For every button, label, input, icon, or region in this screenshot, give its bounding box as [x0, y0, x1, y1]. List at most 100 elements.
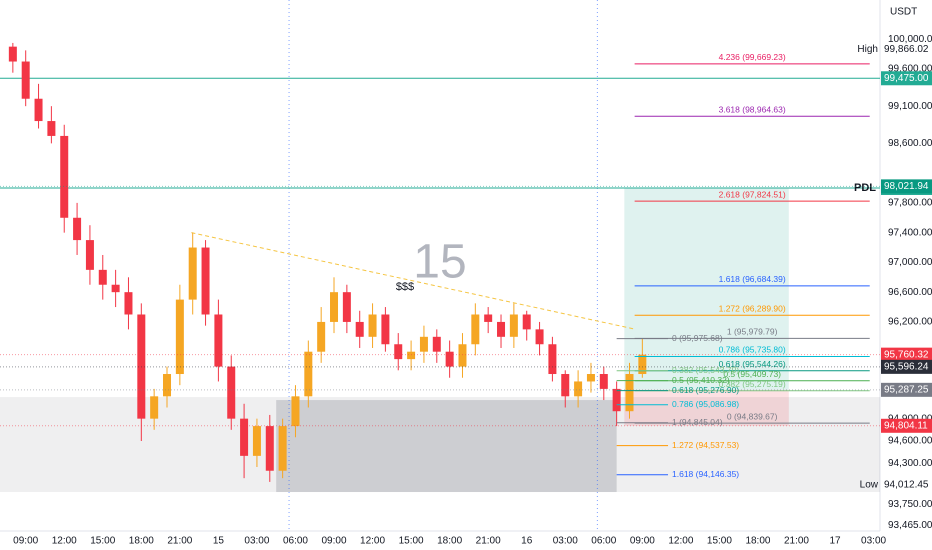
candle-body: [574, 381, 583, 397]
candle-body: [175, 299, 184, 375]
fib-label: 2.618 (97,824.51): [719, 189, 786, 199]
candle-body: [509, 314, 518, 337]
x-tick-label: 03:00: [244, 536, 269, 547]
candle-body: [150, 396, 159, 419]
extreme-name: Low: [860, 479, 879, 490]
y-tick-label: 98,600.00: [888, 138, 932, 149]
zone: [0, 397, 880, 493]
x-tick-label: 12:00: [668, 536, 693, 547]
price-badge: [881, 359, 932, 374]
y-tick-label: 97,800.00: [888, 198, 932, 209]
y-tick-label: 99,100.00: [888, 101, 932, 112]
candle-body: [73, 217, 82, 241]
x-tick-label: 16: [521, 536, 533, 547]
candle-body: [60, 135, 69, 218]
x-tick-label: 15:00: [399, 536, 424, 547]
candle-body: [535, 329, 544, 345]
candle-body: [355, 321, 364, 337]
candle-body: [111, 284, 120, 293]
candle-body: [342, 292, 351, 322]
candle-body: [304, 351, 313, 397]
candle-body: [85, 240, 94, 270]
fib-label: 3.618 (98,964.63): [719, 104, 786, 114]
candle-body: [561, 374, 570, 397]
y-tick-label: 100,000.00: [888, 34, 932, 45]
line-name: PDL: [854, 182, 876, 194]
x-tick-label: 06:00: [591, 536, 616, 547]
y-tick-label: 96,200.00: [888, 317, 932, 328]
fib-label: 1.272 (94,537.53): [672, 440, 739, 450]
fib-label: 0 (94,839.67): [727, 411, 778, 421]
x-tick-label: 03:00: [861, 536, 886, 547]
candle-body: [201, 247, 210, 315]
candle-body: [548, 344, 557, 375]
candle-body: [240, 418, 249, 456]
x-tick-label: 03:00: [553, 536, 578, 547]
candle-body: [625, 374, 634, 412]
fib-label: 1.618 (94,146.35): [672, 469, 739, 479]
zone: [276, 400, 617, 493]
fib-label: 1.272 (96,289.90): [719, 303, 786, 313]
candle-body: [445, 351, 454, 367]
candle-body: [34, 98, 43, 122]
candle-body: [471, 314, 480, 345]
candle-body: [330, 292, 339, 322]
extreme-label: 94,012.45: [884, 479, 929, 490]
y-tick-label: 93,465.00: [888, 520, 932, 531]
fib-label: 0.382 (95,275.19): [719, 379, 786, 389]
x-tick-label: 18:00: [437, 536, 462, 547]
candle-body: [638, 354, 647, 375]
y-tick-label: 93,750.00: [888, 499, 932, 510]
fib-label: 0.382 (95,543.70): [672, 365, 739, 375]
price-badge-label: 95,760.32: [884, 349, 929, 360]
x-tick-label: 15:00: [90, 536, 115, 547]
fib-label: 1 (94,845.04): [672, 417, 723, 427]
x-tick-label: 18:00: [129, 536, 154, 547]
y-tick-label: 99,600.00: [888, 64, 932, 75]
currency: USDT: [890, 7, 917, 18]
candle-body: [227, 366, 236, 419]
fib-label: 4.236 (99,669.23): [719, 52, 786, 62]
y-tick-label: 97,000.00: [888, 257, 932, 268]
fib-label: 0.618 (95,544.26): [719, 359, 786, 369]
price-badge-label: 98,021.94: [884, 181, 929, 192]
x-tick-label: 12:00: [360, 536, 385, 547]
x-tick-label: 21:00: [784, 536, 809, 547]
y-tick-label: 96,600.00: [888, 287, 932, 298]
watermark: 15: [413, 236, 466, 289]
x-tick-label: 09:00: [13, 536, 38, 547]
x-tick-label: 09:00: [321, 536, 346, 547]
candle-body: [252, 426, 261, 456]
price-badge: [881, 418, 932, 433]
candle-body: [163, 374, 172, 397]
candle-body: [265, 426, 274, 471]
candle-body: [317, 321, 326, 352]
y-tick-label: 94,600.00: [888, 436, 932, 447]
zone: [624, 389, 789, 426]
x-tick-label: 18:00: [745, 536, 770, 547]
price-badge-label: 95,596.24: [884, 361, 929, 372]
candle-body: [278, 426, 287, 471]
x-tick-label: 21:00: [476, 536, 501, 547]
x-tick-label: 21:00: [167, 536, 192, 547]
candle-body: [291, 396, 300, 427]
fib-label: 0.5 (95,410.32): [672, 375, 730, 385]
candle-body: [612, 388, 621, 412]
price-badge-label: 94,804.11: [884, 420, 928, 431]
candle-body: [381, 314, 390, 345]
extreme-label: 99,866.02: [884, 44, 929, 55]
candle-body: [599, 374, 608, 389]
candle-body: [432, 336, 441, 352]
x-tick-label: 15: [213, 536, 225, 547]
y-tick-label: 97,400.00: [888, 227, 932, 238]
x-tick-label: 09:00: [630, 536, 655, 547]
candle-body: [98, 269, 107, 285]
candle-body: [522, 314, 531, 330]
x-tick-label: 17: [829, 536, 841, 547]
candle-body: [47, 121, 56, 136]
x-tick-label: 15:00: [707, 536, 732, 547]
fib-label: 0.786 (95,735.80): [719, 345, 786, 355]
